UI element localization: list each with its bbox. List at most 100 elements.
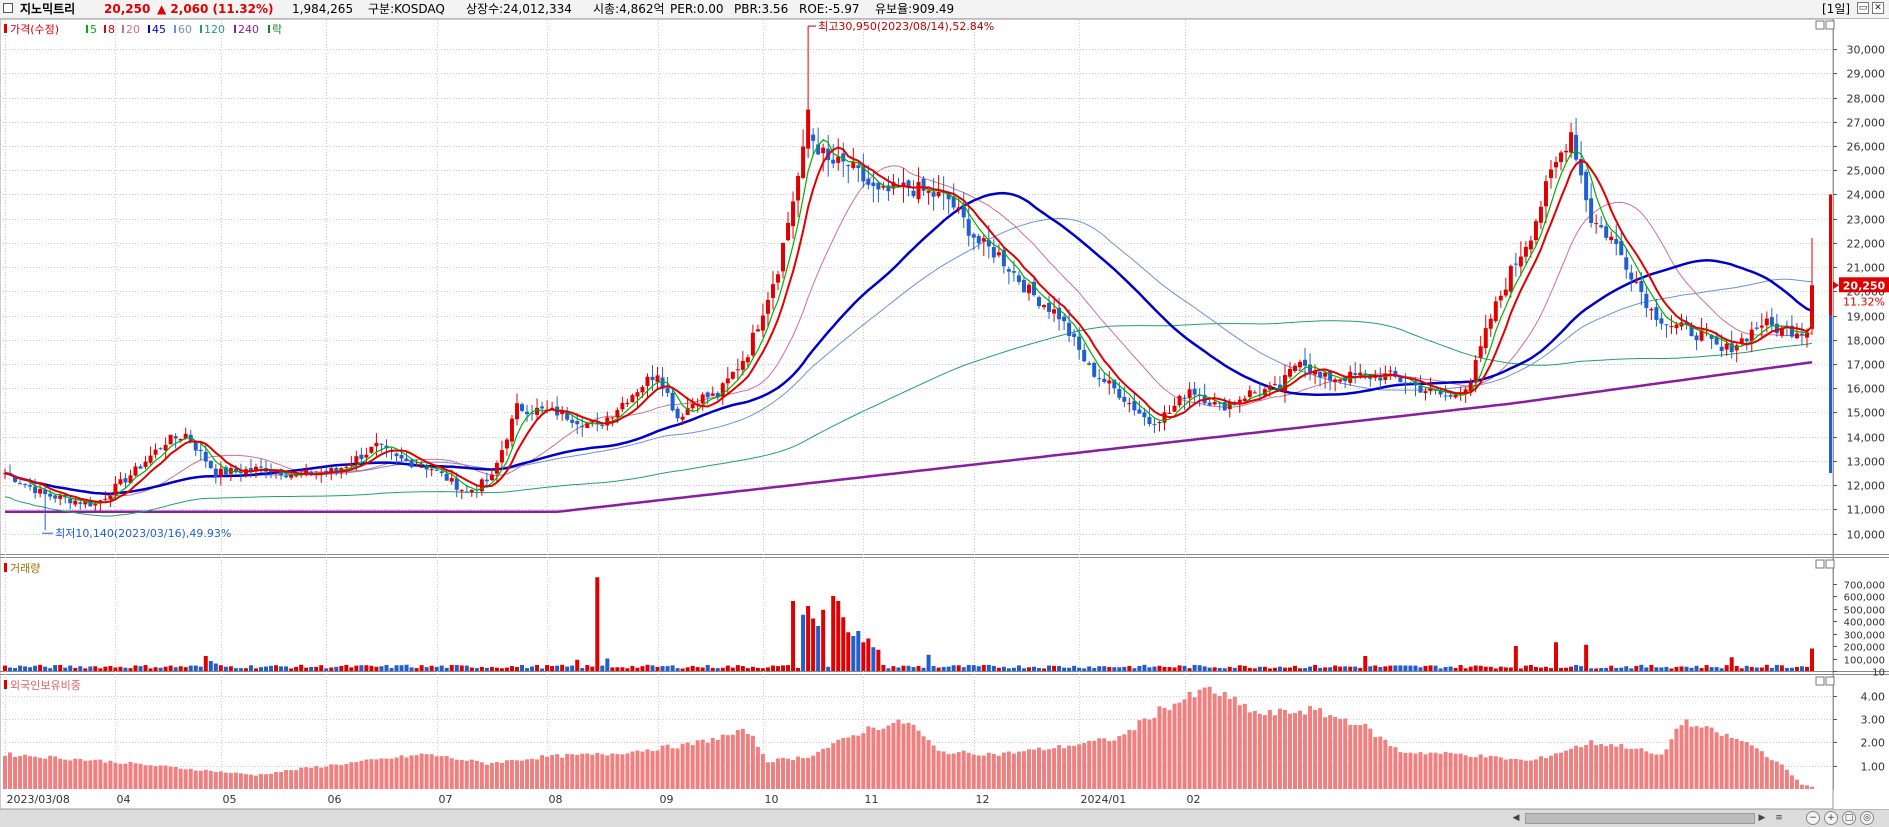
candle-body	[499, 450, 504, 463]
candle-body	[1513, 263, 1518, 265]
candle-body	[1694, 335, 1699, 340]
volume-panel-close-icon[interactable]	[1825, 559, 1835, 569]
candle-body	[1559, 152, 1564, 163]
foreign-bar	[1222, 692, 1227, 789]
candle-body	[193, 442, 198, 451]
volume-bar	[364, 665, 369, 671]
foreign-bar	[1303, 714, 1308, 789]
candle-body	[1292, 365, 1297, 372]
slider-icon[interactable]: ≡	[1775, 813, 1783, 823]
volume-bar	[1503, 667, 1508, 671]
volume-bar	[871, 647, 876, 671]
scroll-left-icon[interactable]: ◀	[1512, 813, 1520, 823]
candle-body	[615, 410, 620, 418]
volume-bar	[931, 666, 936, 671]
candle-body	[444, 473, 449, 481]
foreign-bar	[1212, 693, 1217, 789]
foreign-bar	[1478, 754, 1483, 789]
candle-body	[183, 433, 188, 439]
foreign-bar	[1001, 752, 1006, 789]
candle-body	[153, 449, 158, 455]
foreign-bar	[208, 770, 213, 789]
candle-body	[1634, 281, 1639, 283]
foreign-bar	[1433, 752, 1438, 789]
volume-bar	[755, 667, 760, 671]
foreign-bar	[374, 759, 379, 789]
foreign-panel-min-icon[interactable]	[1815, 676, 1825, 686]
foreign-bar	[309, 767, 314, 789]
volume-bar	[1548, 668, 1553, 671]
candle-body	[866, 178, 871, 185]
candle-body	[580, 426, 585, 428]
zoom-out-icon[interactable]: −	[1806, 811, 1820, 825]
y-tick-label: 27,000	[1847, 117, 1886, 130]
range-strip-up	[1829, 194, 1832, 316]
foreign-bar	[1403, 752, 1408, 789]
volume-bar	[1112, 667, 1117, 671]
horizontal-scrollbar[interactable]: ◀ ▶ ≡ − + □ ◎	[0, 809, 1889, 827]
volume-bar	[173, 667, 178, 671]
volume-bar	[1257, 666, 1262, 671]
candle-body	[1684, 322, 1689, 326]
foreign-bar	[630, 751, 635, 789]
volume-bar	[750, 666, 755, 671]
foreign-bar	[274, 772, 279, 789]
volume-bar	[158, 667, 163, 671]
close-icon[interactable]: ✕	[1872, 2, 1884, 14]
period-selector[interactable]: [1일]	[1822, 2, 1851, 16]
candle-body	[846, 164, 851, 167]
volume-bar	[143, 665, 148, 671]
candle-body	[1137, 409, 1142, 414]
foreign-bar	[876, 730, 881, 789]
y-tick-label: 16,000	[1847, 383, 1886, 396]
foreign-bar	[1518, 759, 1523, 789]
scrollbar-thumb[interactable]	[1525, 813, 1755, 824]
price-panel-min-icon[interactable]	[1815, 20, 1825, 30]
volume-bar	[886, 668, 891, 671]
volume-bar	[1333, 665, 1338, 671]
price-panel-close-icon[interactable]	[1825, 20, 1835, 30]
foreign-bar	[996, 755, 1001, 789]
volume-panel-min-icon[interactable]	[1815, 559, 1825, 569]
x-tick-label: 02	[1187, 793, 1201, 806]
volume-bar	[168, 665, 173, 671]
volume-bar	[304, 667, 309, 671]
foreign-bar	[1779, 764, 1784, 789]
minimize-icon[interactable]: ▭	[1857, 2, 1869, 14]
candle-body	[1162, 412, 1167, 423]
candle-body	[1021, 279, 1026, 293]
candle-body	[715, 392, 720, 398]
candle-body	[1478, 346, 1483, 358]
foreign-panel-close-icon[interactable]	[1825, 676, 1835, 686]
volume-bar	[1453, 667, 1458, 671]
volume-bar	[1303, 668, 1308, 671]
stock-chart[interactable]: 2023/03/08 04 05 06 07 08 09 10 11 12 2024/01 02 10,…	[0, 19, 1889, 809]
candle-body	[765, 299, 770, 314]
candle-body	[1318, 371, 1323, 378]
candle-body	[856, 165, 861, 169]
candle-body	[138, 466, 143, 469]
zoom-fit-icon[interactable]: ◎	[1860, 811, 1874, 825]
foreign-bar	[1579, 747, 1584, 789]
foreign-bar	[1182, 699, 1187, 789]
zoom-in-icon[interactable]: +	[1824, 811, 1838, 825]
scroll-right-icon[interactable]: ▶	[1758, 813, 1766, 823]
candle-body	[1353, 373, 1358, 376]
volume-bar	[610, 667, 615, 671]
candle-body	[760, 315, 765, 331]
foreign-bar	[279, 772, 284, 789]
candle-body	[173, 436, 178, 439]
volume-bar	[1634, 665, 1639, 671]
volume-bar	[1654, 667, 1659, 671]
candle-body	[1468, 382, 1473, 392]
foreign-bar	[1298, 710, 1303, 789]
volume-bar	[1107, 667, 1112, 671]
foreign-bar	[1072, 745, 1077, 789]
foreign-bar	[294, 770, 299, 789]
volume-bar	[725, 665, 730, 671]
checkbox-icon[interactable]	[3, 3, 13, 13]
candle-body	[525, 411, 530, 415]
zoom-reset-icon[interactable]: □	[1842, 811, 1856, 825]
candle-body	[1423, 391, 1428, 394]
legend-swatch	[86, 25, 88, 33]
